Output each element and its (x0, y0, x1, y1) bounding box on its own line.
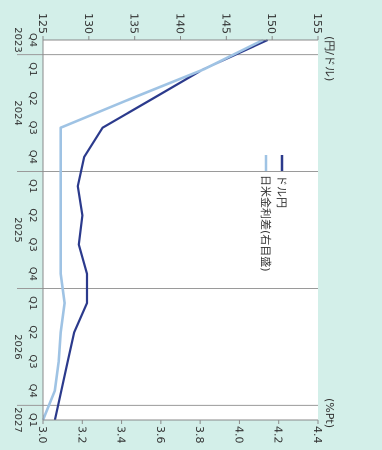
quarter-label: Q2 (27, 91, 38, 105)
left-tick-label: 150 (265, 13, 278, 34)
right-tick-label: 3.0 (36, 426, 49, 444)
right-tick-label: 3.8 (193, 426, 206, 444)
right-tick-label: 4.0 (232, 426, 245, 444)
quarter-label: Q4 (27, 33, 38, 47)
quarter-label: Q1 (27, 413, 38, 427)
quarter-label: Q2 (27, 208, 38, 222)
legend-label: 日米金利差(右目盛) (259, 175, 273, 272)
right-tick-label: 3.4 (115, 426, 128, 444)
series-line-2 (41, 38, 264, 421)
year-label: 2023 (12, 27, 23, 52)
plot-area (43, 40, 318, 420)
quarter-label: Q1 (27, 179, 38, 193)
legend-label: ドル円 (275, 175, 288, 208)
axis-layer (42, 36, 319, 424)
left-tick-label: 130 (82, 13, 95, 34)
left-tick-label: 155 (311, 13, 324, 34)
quarter-label: Q1 (27, 296, 38, 310)
quarter-label: Q1 (27, 62, 38, 76)
right-tick-label: 3.6 (154, 426, 167, 444)
right-tick-label: 4.4 (311, 426, 324, 444)
right-tick-label: 4.2 (272, 426, 285, 444)
quarter-label: Q3 (27, 237, 38, 251)
year-label: 2024 (12, 100, 23, 125)
left-tick-label: 135 (128, 13, 141, 34)
quarter-label: Q4 (27, 267, 38, 281)
grid-layer (17, 54, 318, 406)
year-label: 2026 (12, 334, 23, 359)
quarter-label: Q3 (27, 121, 38, 135)
series-line-1 (53, 38, 269, 421)
quarter-label: Q4 (27, 150, 38, 164)
right-tick-label: 3.2 (75, 426, 88, 444)
series-layer (41, 38, 269, 421)
left-unit-label: (円/ドル) (323, 36, 336, 81)
quarter-label: Q3 (27, 354, 38, 368)
right-unit-label: (%Pt) (323, 398, 336, 428)
left-tick-label: 125 (36, 13, 49, 34)
left-tick-label: 145 (219, 13, 232, 34)
year-label: 2025 (12, 217, 23, 242)
left-tick-label: 140 (174, 13, 187, 34)
label-layer: 125 130 135 140 145 150 155 3.0 3.2 3.4 3.6 3.8 4.0 4… (12, 13, 336, 444)
quarter-label: Q4 (27, 384, 38, 398)
quarter-label: Q2 (27, 325, 38, 339)
year-label: 2027 (12, 407, 23, 432)
